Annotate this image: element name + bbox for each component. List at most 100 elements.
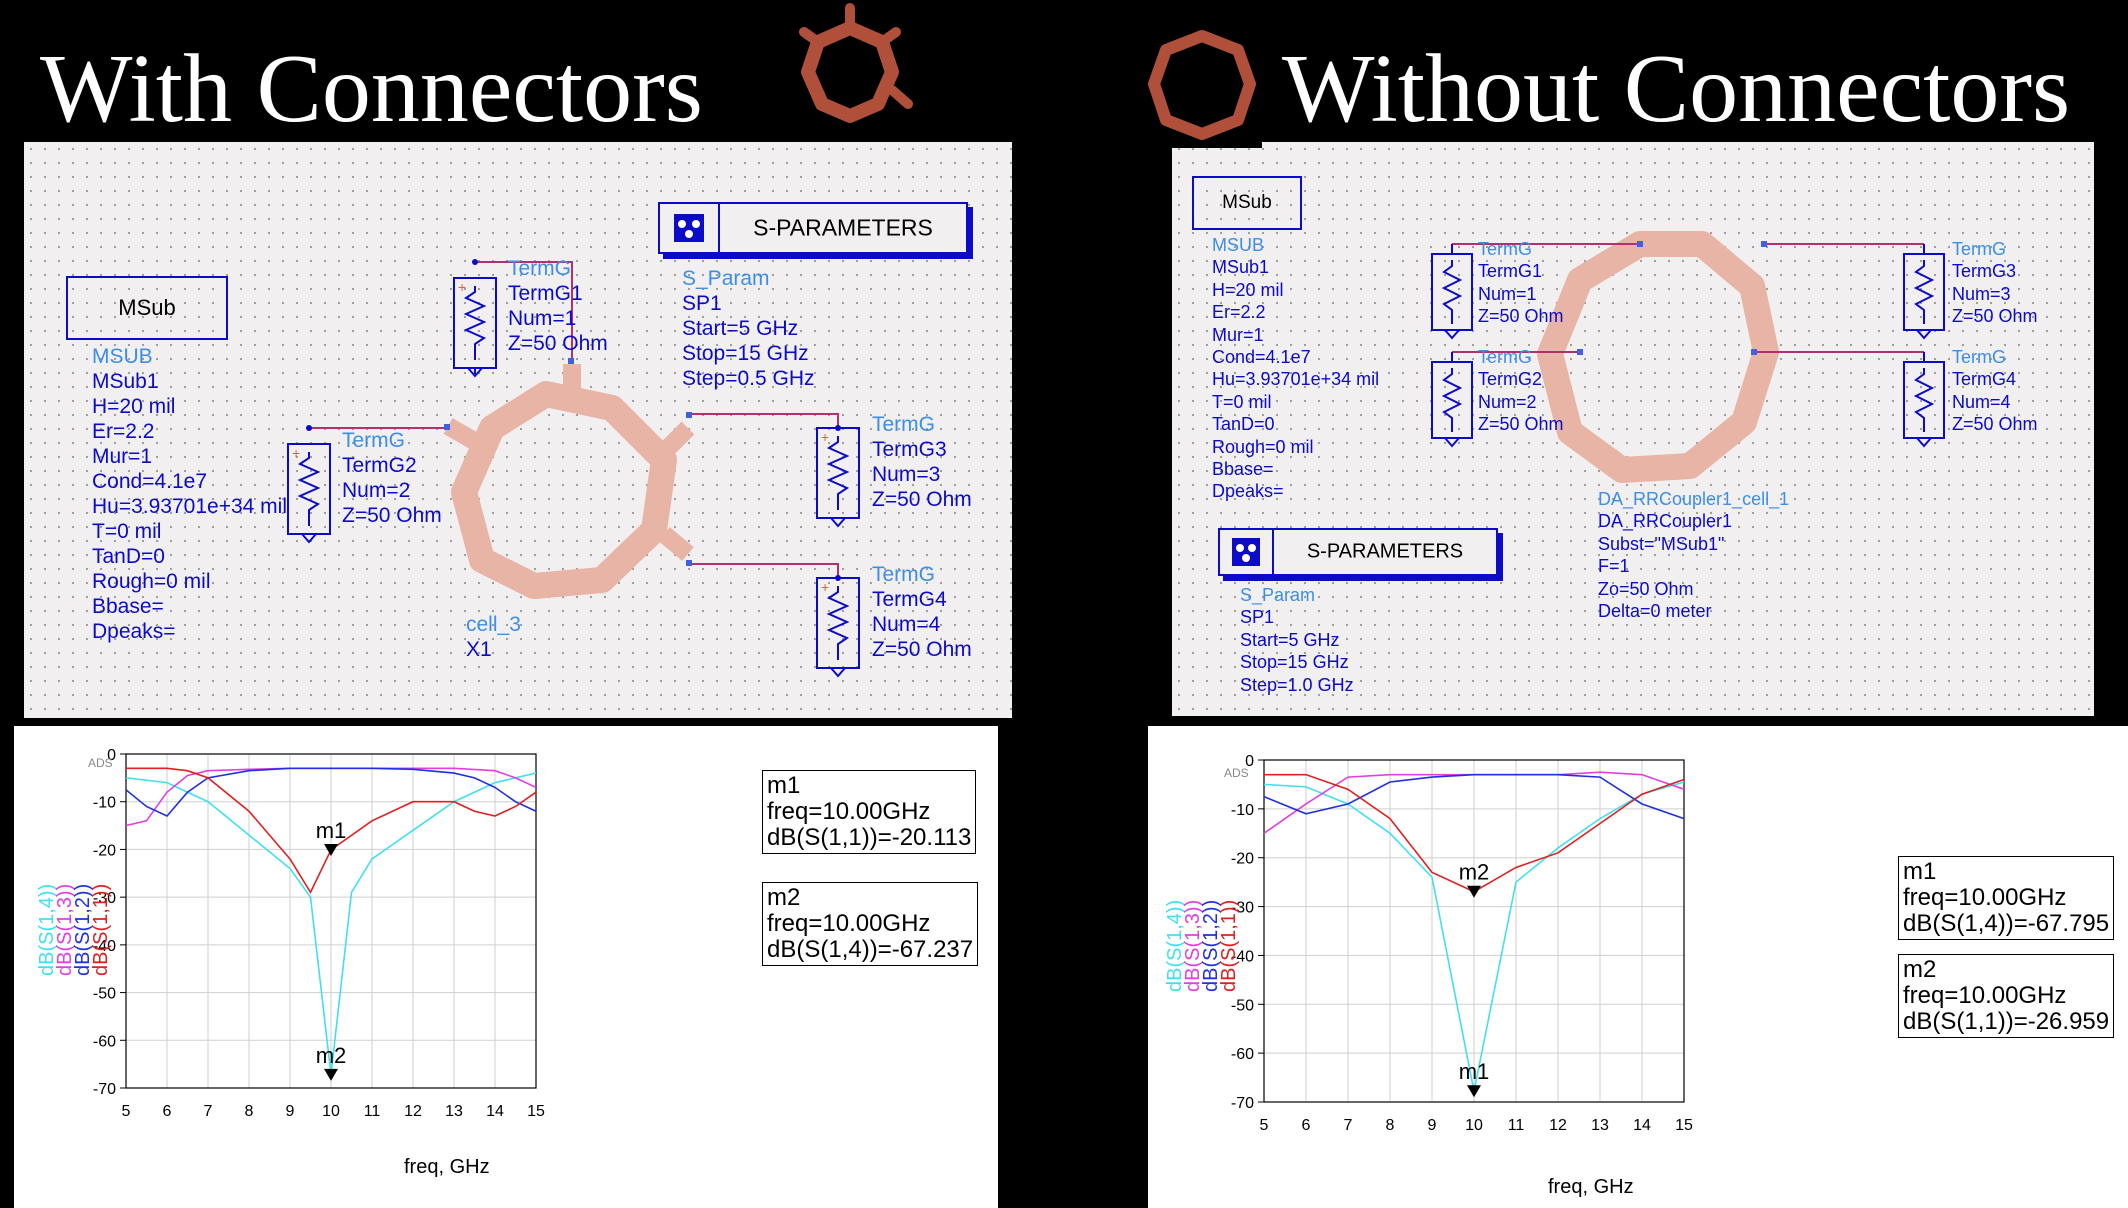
sparameters-label: S-PARAMETERS — [1306, 540, 1464, 563]
param-line: TermG1 — [508, 282, 583, 305]
left-schematic-canvas[interactable]: MSub MSUB MSub1 H=20 mil Er=2.2 Mur=1 Co… — [24, 142, 1012, 718]
left-plot-window[interactable]: 5 6 7 8 9 10 11 12 13 14 15 0 -10 -20 -30 -40 -50 -60 -70 m… — [14, 726, 998, 1208]
msub-params[interactable]: MSUB MSub1 H=20 mil Er=2.2 Mur=1 Cond=4.… — [92, 344, 287, 644]
y-tick-label: -30 — [93, 890, 116, 907]
param-line: T=0 mil — [92, 520, 162, 543]
param-line: F=1 — [1598, 556, 1630, 577]
marker-readout-m2[interactable]: m2 freq=10.00GHz dB(S(1,4))=-67.237 — [762, 882, 979, 966]
y-tick-label: -60 — [93, 1033, 116, 1050]
readout-line: dB(S(1,4))=-67.795 — [1903, 910, 2110, 937]
sparam-params[interactable]: S_Param SP1 Start=5 GHz Stop=15 GHz Step… — [682, 266, 815, 391]
marker-readout-m2[interactable]: m2 freq=10.00GHz dB(S(1,1))=-26.959 — [1898, 954, 2115, 1038]
param-line: Start=5 GHz — [682, 317, 799, 340]
series-line-dbs12 — [1263, 773, 1685, 820]
right-plot-window[interactable]: 5 6 7 8 9 10 11 12 13 14 15 0 -10 -20 -30 -40 -50 -60 -70 m… — [1148, 726, 2128, 1208]
y-tick-label: 0 — [107, 747, 116, 764]
param-line: Z=50 Ohm — [872, 638, 972, 661]
param-line: Num=3 — [872, 463, 941, 486]
marker-m2-triangle — [1467, 885, 1481, 898]
param-line: TermG2 — [1478, 369, 1543, 390]
x-tick-label: 13 — [1591, 1117, 1609, 1134]
marker-m2-label: m2 — [1459, 860, 1490, 885]
msub-box[interactable]: MSub — [1192, 176, 1302, 230]
param-line: Num=2 — [342, 479, 411, 502]
y-tick-label: -50 — [1231, 997, 1254, 1014]
cell-labels[interactable]: cell_3 X1 — [466, 612, 521, 662]
param-line: TermG4 — [872, 588, 947, 611]
param-line: Cond=4.1e7 — [92, 470, 208, 493]
msub-box-label: MSub — [118, 295, 176, 320]
term4-labels[interactable]: TermG TermG4 Num=4 Z=50 Ohm — [872, 562, 972, 662]
term4-labels[interactable]: TermG TermG4 Num=4 Z=50 Ohm — [1952, 346, 2038, 436]
param-line: TermG — [508, 257, 571, 280]
param-line: TermG3 — [1952, 261, 2017, 282]
term3-labels[interactable]: TermG TermG3 Num=3 Z=50 Ohm — [872, 412, 972, 512]
svg-text:+: + — [821, 429, 829, 445]
param-line: TermG1 — [1478, 261, 1543, 282]
param-line: Num=1 — [508, 307, 577, 330]
x-tick-label: 8 — [245, 1103, 254, 1120]
param-line: Cond=4.1e7 — [1212, 347, 1311, 368]
term2-labels[interactable]: TermG TermG2 Num=2 Z=50 Ohm — [1478, 346, 1564, 436]
param-line: TermG — [1478, 239, 1532, 259]
marker-m1-triangle — [1467, 1085, 1481, 1098]
readout-line: freq=10.00GHz — [1903, 884, 2067, 911]
y-tick-label: -30 — [1231, 900, 1254, 917]
param-line: Z=50 Ohm — [1952, 414, 2038, 435]
param-line: Mur=1 — [1212, 324, 1264, 345]
cell-labels[interactable]: DA_RRCoupler1_cell_1 DA_RRCoupler1 Subst… — [1598, 488, 1789, 622]
ylabel-s11: dB(S(1,1)) — [90, 883, 112, 976]
param-line: Hu=3.93701e+34 mil — [92, 495, 287, 518]
param-line: Mur=1 — [92, 445, 153, 468]
term3-labels[interactable]: TermG TermG3 Num=3 Z=50 Ohm — [1952, 238, 2038, 328]
x-tick-label: 14 — [1633, 1117, 1651, 1134]
x-tick-label: 11 — [1508, 1117, 1525, 1134]
series-line-dbs12 — [125, 767, 537, 818]
y-tick-label: -60 — [1231, 1046, 1254, 1063]
sparam-params[interactable]: S_Param SP1 Start=5 GHz Stop=15 GHz Step… — [1240, 584, 1354, 696]
param-line: TermG — [872, 413, 935, 436]
param-line: Start=5 GHz — [1240, 629, 1340, 650]
param-line: Num=2 — [1478, 391, 1537, 412]
readout-line: freq=10.00GHz — [1903, 982, 2067, 1009]
x-tick-label: 9 — [1428, 1117, 1437, 1134]
param-line: Delta=0 meter — [1598, 601, 1712, 622]
term2-labels[interactable]: TermG TermG2 Num=2 Z=50 Ohm — [342, 428, 442, 528]
x-tick-label: 11 — [364, 1103, 381, 1120]
param-line: Z=50 Ohm — [342, 504, 442, 527]
y-tick-label: 0 — [1245, 753, 1254, 770]
param-line: Z=50 Ohm — [508, 332, 608, 355]
msub-params[interactable]: MSUB MSub1 H=20 mil Er=2.2 Mur=1 Cond=4.… — [1212, 234, 1379, 503]
readout-line: dB(S(1,4))=-67.237 — [767, 936, 974, 963]
left-circuit-drawing[interactable]: + + + + — [24, 142, 1012, 718]
x-tick-label: 10 — [322, 1103, 340, 1120]
param-line: Subst="MSub1" — [1598, 533, 1725, 554]
y-tick-label: -40 — [93, 938, 116, 955]
readout-line: m1 — [767, 772, 801, 799]
x-tick-label: 5 — [1260, 1117, 1269, 1134]
term1-labels[interactable]: TermG TermG1 Num=1 Z=50 Ohm — [508, 256, 608, 356]
right-sparam-chart[interactable]: 5 6 7 8 9 10 11 12 13 14 15 0 -10 -20 -30 -40 -50 -60 -70 m… — [1148, 726, 2128, 1208]
right-schematic-canvas[interactable]: MSub MSUB MSub1 H=20 mil Er=2.2 Mur=1 Co… — [1172, 142, 2094, 716]
param-line: TermG — [1952, 347, 2006, 367]
sparameters-box[interactable]: S-PARAMETERS — [1218, 528, 1498, 576]
y-tick-label: -70 — [93, 1081, 116, 1098]
readout-line: freq=10.00GHz — [767, 798, 931, 825]
marker-readout-m1[interactable]: m1 freq=10.00GHz dB(S(1,4))=-67.795 — [1898, 856, 2115, 940]
right-circuit-drawing[interactable] — [1172, 142, 2094, 716]
term1-labels[interactable]: TermG TermG1 Num=1 Z=50 Ohm — [1478, 238, 1564, 328]
y-tick-label: -10 — [1231, 802, 1254, 819]
param-line: DA_RRCoupler1 — [1598, 511, 1733, 532]
param-line: Z=50 Ohm — [1478, 414, 1564, 435]
x-tick-label: 7 — [204, 1103, 213, 1120]
marker-readout-m1[interactable]: m1 freq=10.00GHz dB(S(1,1))=-20.113 — [762, 770, 977, 854]
x-tick-label: 10 — [1465, 1117, 1483, 1134]
sparameters-box[interactable]: S-PARAMETERS — [658, 202, 968, 254]
msub-box[interactable]: MSub — [66, 276, 228, 340]
param-line: Hu=3.93701e+34 mil — [1212, 369, 1380, 390]
left-sparam-chart[interactable]: 5 6 7 8 9 10 11 12 13 14 15 0 -10 -20 -30 -40 -50 -60 -70 m… — [14, 726, 998, 1208]
x-tick-label: 6 — [1302, 1117, 1311, 1134]
param-line: Er=2.2 — [1212, 302, 1266, 323]
param-line: Num=3 — [1952, 283, 2011, 304]
panel-top-notch — [1172, 142, 1262, 148]
